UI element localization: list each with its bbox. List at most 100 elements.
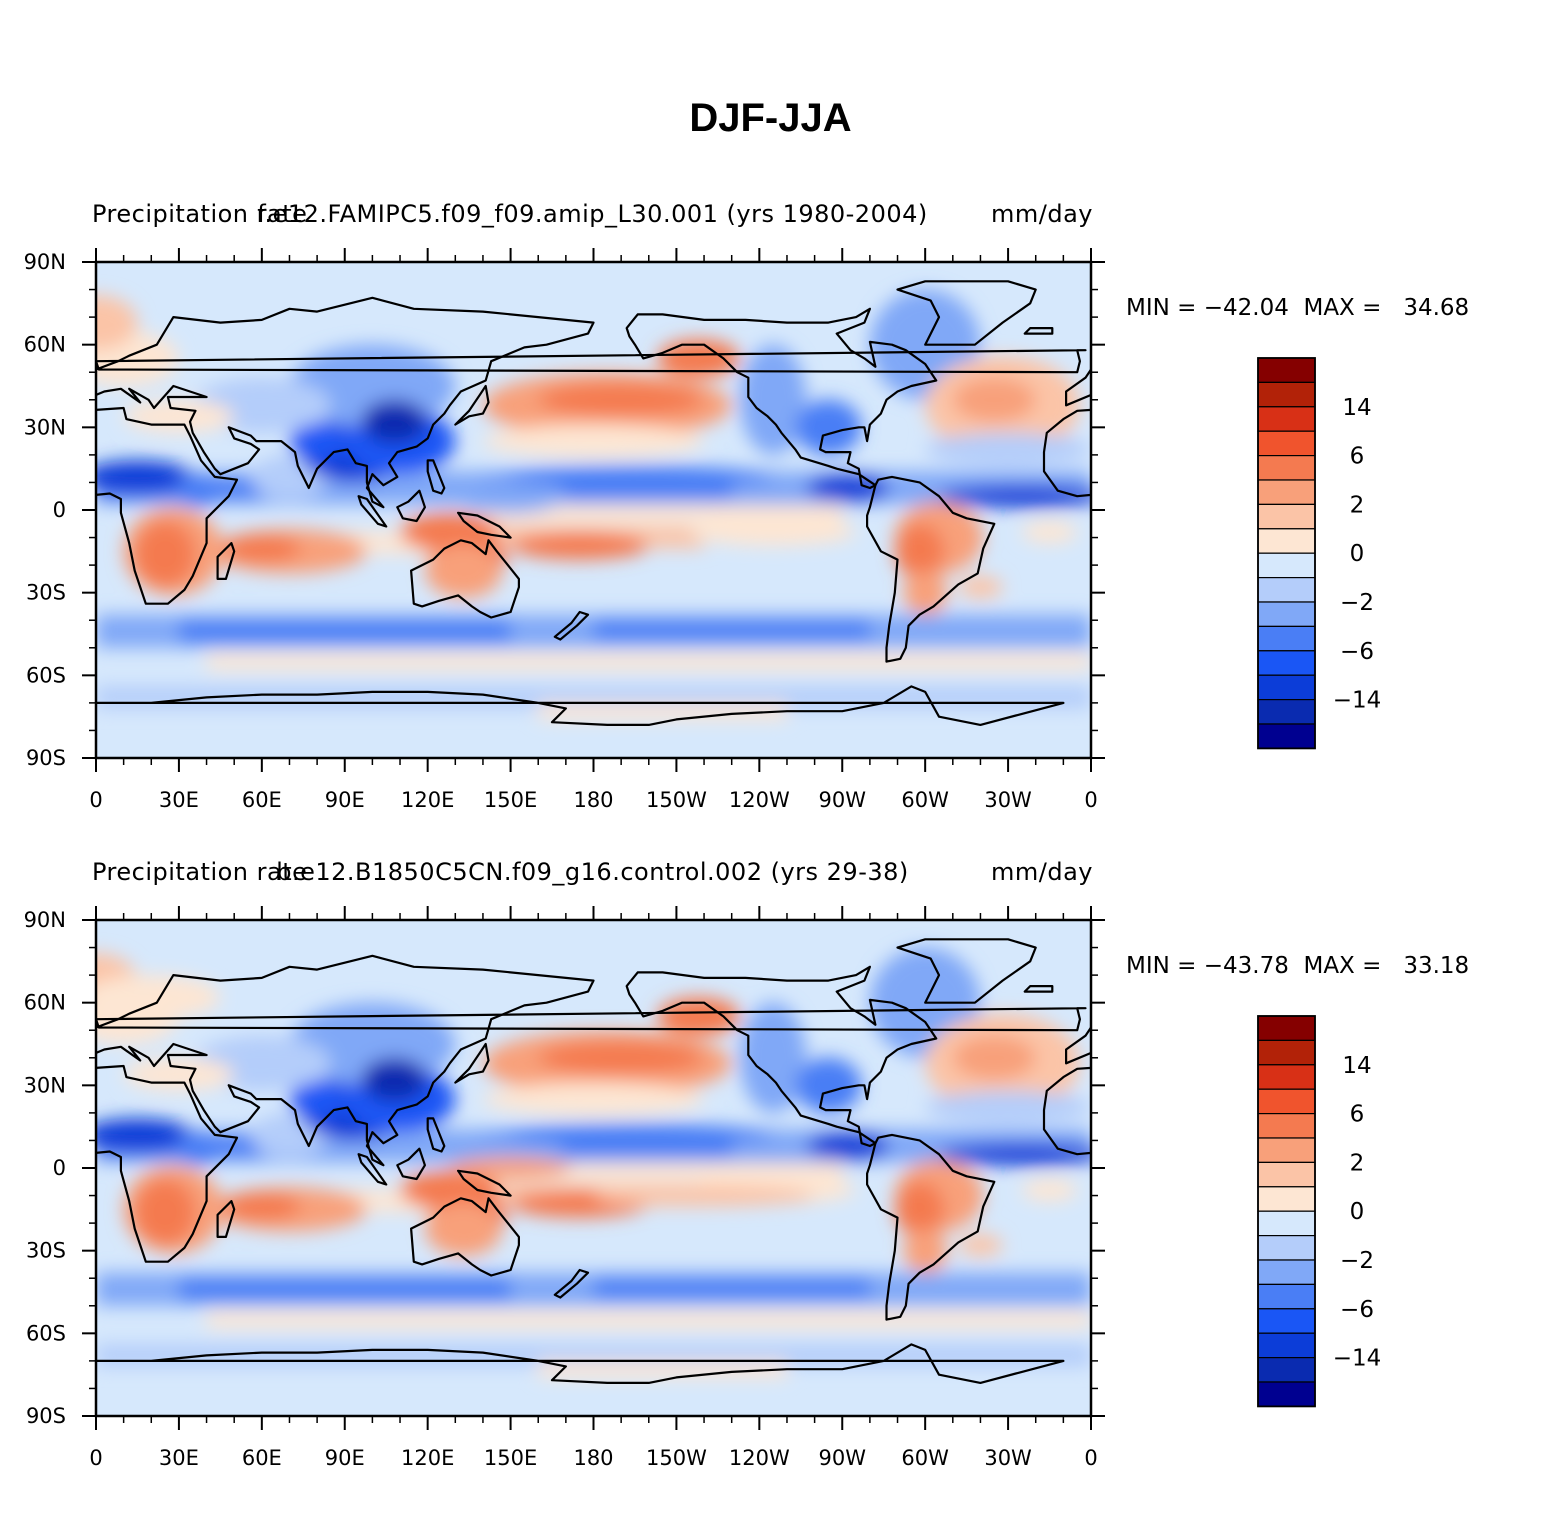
- precip-anomaly-region: [424, 543, 503, 599]
- britain-coastline: [96, 1007, 1087, 1032]
- precip-anomaly-region: [657, 997, 740, 1036]
- max-value: MAX = 34.68: [1303, 295, 1470, 321]
- colorbar-label: 0: [1350, 1199, 1365, 1225]
- lat-tick-label: 90N: [24, 908, 66, 932]
- precip-anomaly-region: [952, 377, 1036, 422]
- lon-tick-label: 90W: [819, 1446, 867, 1470]
- precip-anomaly-region: [455, 479, 566, 513]
- colorbar-label: −14: [1333, 688, 1382, 714]
- lon-tick-label: 90E: [325, 788, 365, 812]
- lat-tick-label: 90S: [26, 746, 66, 770]
- precip-anomaly-region: [806, 474, 890, 502]
- lat-tick-label: 60S: [26, 1321, 66, 1345]
- lon-tick-label: 180: [573, 788, 613, 812]
- precip-anomaly-region: [123, 399, 235, 433]
- britain-coastline: [96, 349, 1087, 374]
- colorbar-box: [1257, 1259, 1316, 1285]
- precip-anomaly-region: [538, 383, 705, 417]
- colorbar-box: [1257, 503, 1316, 530]
- precip-anomaly-region: [123, 1057, 235, 1091]
- lon-tick-label: 60W: [901, 1446, 949, 1470]
- max-value: MAX = 33.18: [1303, 953, 1470, 979]
- panel-right-label: mm/day: [991, 858, 1093, 886]
- colorbar-box: [1257, 1381, 1316, 1407]
- lat-tick-label: 30S: [26, 1239, 66, 1263]
- colorbar: 14 6 2 0 −2 −6 −14: [1257, 1015, 1382, 1408]
- lat-tick-label: 90S: [26, 1404, 66, 1428]
- north-america-coastline: [625, 307, 938, 490]
- precip-anomaly-region: [1021, 1179, 1078, 1202]
- colorbar-box: [1257, 381, 1316, 408]
- panel-center-label: b.e12.B1850C5CN.f09_g16.control.002 (yrs…: [276, 858, 909, 886]
- borneo-coastline: [396, 489, 426, 523]
- colorbar-box: [1257, 723, 1316, 749]
- greenland-coastline: [896, 938, 1037, 1004]
- colorbar-label: 6: [1350, 444, 1365, 470]
- lon-tick-label: 120W: [729, 1446, 790, 1470]
- colorbar-box: [1257, 406, 1316, 432]
- north-america-coastline: [625, 965, 938, 1148]
- lon-tick-label: 90W: [819, 788, 867, 812]
- precip-anomaly-region: [939, 485, 1091, 508]
- precip-anomaly-region: [482, 1082, 705, 1116]
- precip-field: [96, 262, 1091, 758]
- lon-tick-label: 120W: [729, 788, 790, 812]
- colorbar-box: [1257, 1113, 1316, 1139]
- greenland-coastline: [896, 280, 1037, 346]
- colorbar-label: −6: [1340, 1297, 1374, 1323]
- lon-tick-label: 0: [1084, 1446, 1097, 1470]
- colorbar-box: [1257, 1088, 1316, 1115]
- lon-tick-label: 90E: [325, 1446, 365, 1470]
- new-guinea-coastline: [457, 1169, 512, 1197]
- coastline-wrap: [1042, 368, 1091, 498]
- new-guinea-coastline: [457, 511, 512, 539]
- precip-anomaly-region: [690, 518, 857, 546]
- coastline-wrap: [1042, 1026, 1091, 1156]
- eurasia-coastline: [96, 296, 595, 509]
- lat-tick-label: 30S: [26, 581, 66, 605]
- min-value: MIN = −43.78: [1126, 953, 1289, 979]
- lon-tick-label: 30W: [984, 1446, 1032, 1470]
- lat-tick-label: 60N: [24, 991, 66, 1015]
- colorbar-box: [1257, 1332, 1316, 1359]
- figure-title: DJF-JJA: [689, 96, 852, 140]
- precip-anomaly-region: [538, 1041, 705, 1075]
- map-panel-amip: Precipitation rate f.e12.FAMIPC5.f09_f09…: [0, 200, 1541, 840]
- precip-anomaly-region: [134, 1179, 196, 1246]
- precip-anomaly-region: [1021, 521, 1078, 544]
- precip-anomaly-region: [96, 1118, 193, 1152]
- colorbar-box: [1257, 479, 1316, 505]
- new-zealand-coastline: [553, 1268, 590, 1299]
- precip-field-smoothed: [96, 947, 1091, 1378]
- precip-anomaly-region: [952, 1035, 1036, 1080]
- lat-tick-label: 60N: [24, 333, 66, 357]
- coastlines: [96, 280, 1087, 726]
- precip-field: [96, 920, 1091, 1416]
- colorbar-label: −2: [1340, 590, 1374, 616]
- precip-band: [178, 1278, 511, 1301]
- colorbar-box: [1257, 699, 1316, 725]
- lon-tick-label: 60E: [242, 1446, 282, 1470]
- lon-tick-label: 120E: [401, 1446, 454, 1470]
- philippines-coastline: [426, 1117, 446, 1153]
- colorbar-label: 2: [1350, 1150, 1365, 1176]
- colorbar-box: [1257, 430, 1316, 457]
- colorbar-box: [1257, 1308, 1316, 1334]
- precip-band: [538, 702, 787, 720]
- colorbar-frame: [1257, 357, 1316, 750]
- new-zealand-coastline: [553, 610, 590, 641]
- colorbar-box: [1257, 528, 1316, 554]
- colorbar-box: [1257, 1039, 1316, 1066]
- precip-anomaly-region: [96, 975, 221, 1020]
- sumatra-coastline: [357, 495, 388, 528]
- lon-tick-label: 0: [1084, 788, 1097, 812]
- colorbar-label: −14: [1333, 1346, 1382, 1372]
- precip-anomaly-region: [958, 576, 1003, 599]
- panel-right-label: mm/day: [991, 200, 1093, 228]
- philippines-coastline: [426, 459, 446, 495]
- precip-band: [593, 1278, 870, 1298]
- precip-band: [538, 1360, 787, 1378]
- colorbar-label: 14: [1342, 395, 1371, 421]
- colorbar-label: 2: [1350, 492, 1365, 518]
- colorbar-box: [1257, 1137, 1316, 1163]
